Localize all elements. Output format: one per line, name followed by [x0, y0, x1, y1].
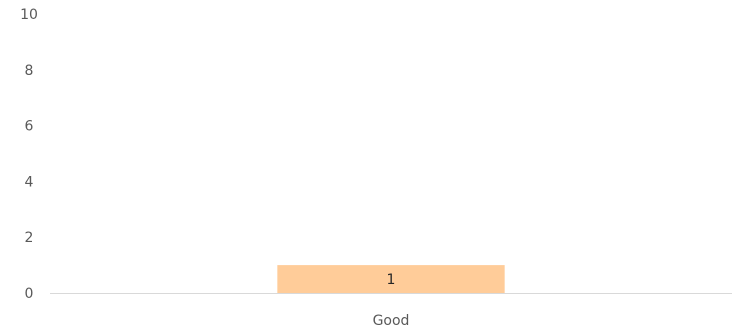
y-tick-label: 8 — [25, 63, 34, 79]
y-tick-label: 2 — [25, 230, 34, 246]
data-label: 1 — [387, 272, 396, 288]
x-tick-label: Good — [373, 313, 410, 329]
y-axis-tick-labels: 0 2 4 6 8 10 — [20, 7, 38, 302]
y-tick-label: 10 — [20, 7, 38, 23]
bars — [277, 265, 505, 293]
y-tick-label: 6 — [25, 119, 34, 135]
y-tick-label: 0 — [25, 286, 34, 302]
data-labels: 1 — [387, 272, 396, 288]
x-axis-tick-labels: Good — [373, 313, 410, 329]
y-tick-label: 4 — [25, 174, 34, 190]
bar — [277, 265, 505, 293]
